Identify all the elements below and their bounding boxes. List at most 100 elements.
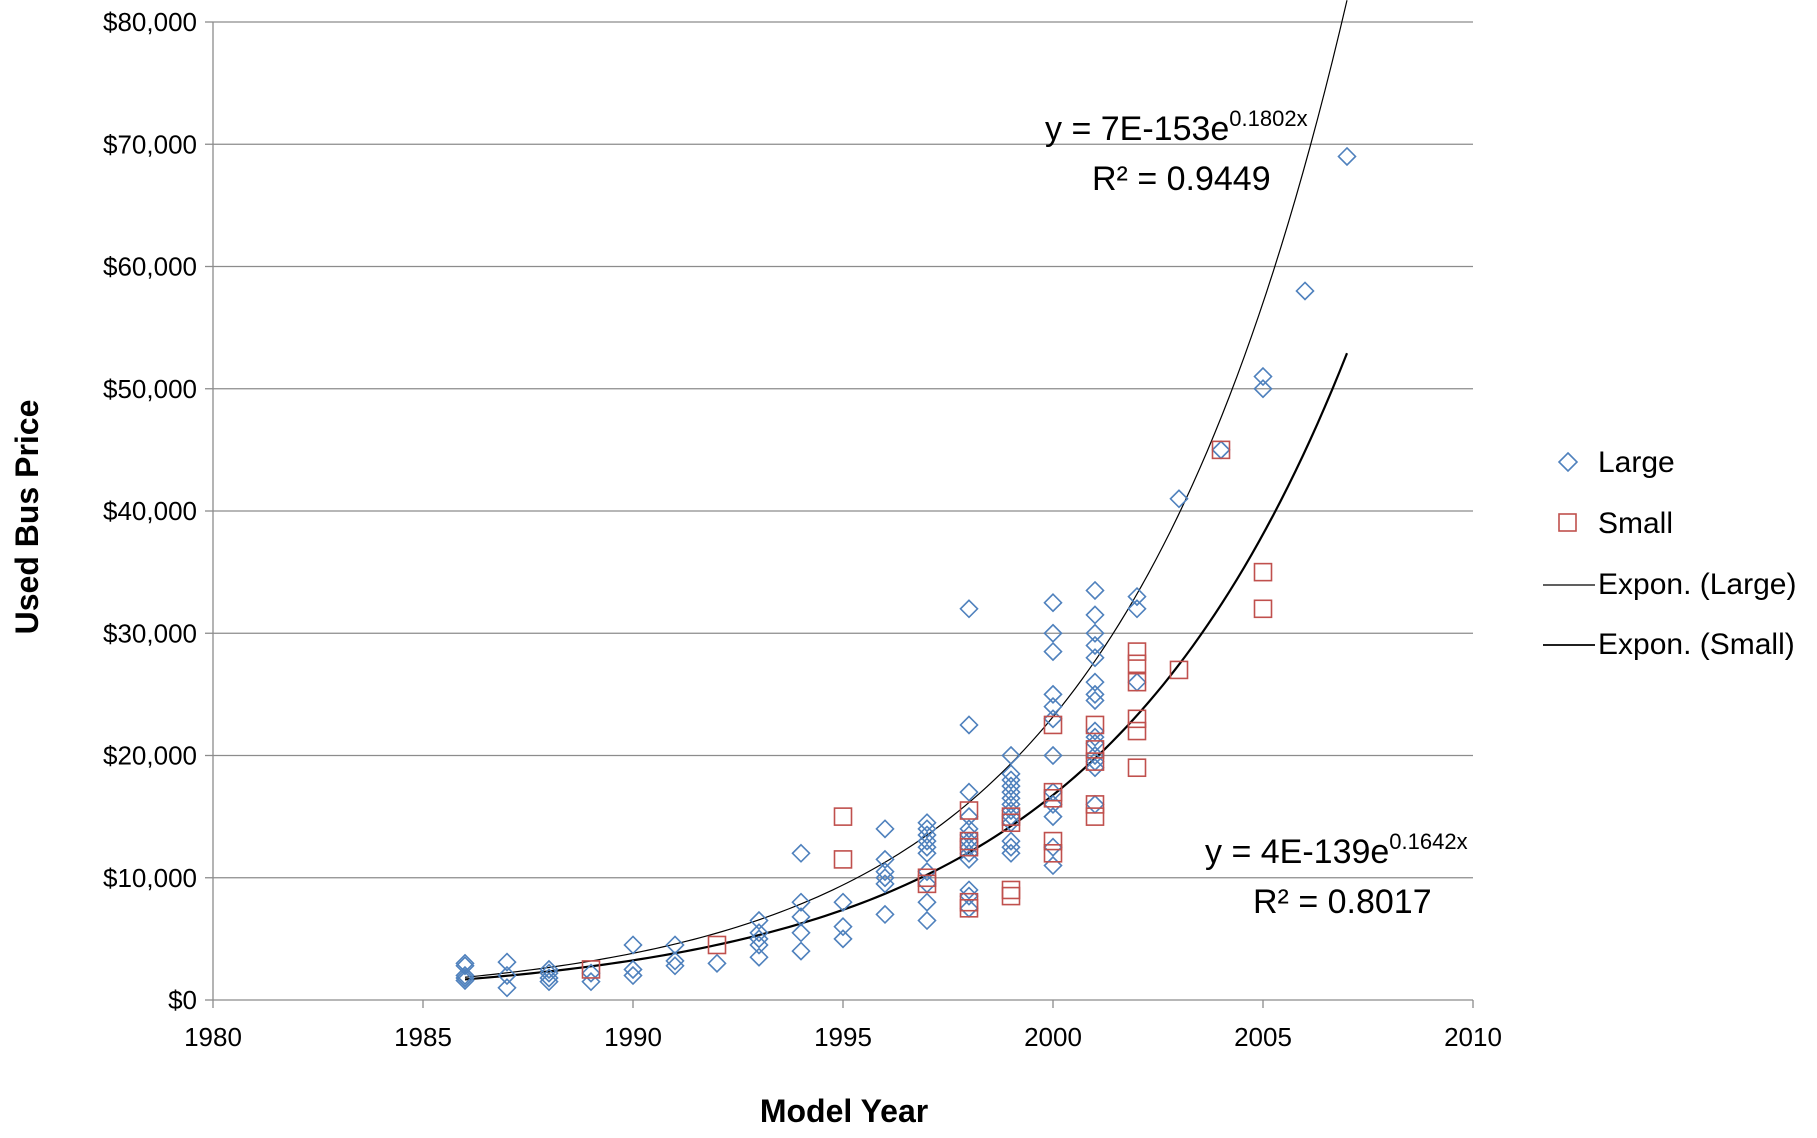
large-data-point: [875, 819, 895, 839]
large-data-point: [1253, 366, 1273, 387]
large-data-point: [1085, 635, 1105, 656]
small-data-point: [1127, 654, 1147, 674]
large-data-point: [1043, 782, 1063, 802]
small-data-point: [1085, 807, 1105, 826]
x-tick-label: 2010: [1444, 1022, 1502, 1052]
large-data-point: [1043, 684, 1063, 705]
large-data-point: [1043, 806, 1063, 827]
large-data-point: [1085, 623, 1105, 643]
large-data-point: [1001, 831, 1021, 851]
small-data-point: [1043, 782, 1063, 802]
large-data-point: [875, 904, 895, 925]
large-data-point: [1001, 800, 1021, 821]
small-data-point: [1127, 672, 1147, 692]
large-trend-equation: y = 7E-153e0.1802x: [1045, 106, 1308, 148]
large-data-point: [497, 952, 517, 972]
legend-small-label: Small: [1598, 507, 1673, 540]
large-data-point: [1211, 440, 1231, 460]
small-trend-equation: y = 4E-139e0.1642x: [1205, 829, 1468, 871]
large-data-point: [959, 782, 979, 802]
small-data-point: [917, 874, 937, 894]
large-data-point: [875, 862, 895, 882]
legend-large-marker: [1557, 451, 1579, 473]
large-data-point: [1001, 843, 1021, 863]
large-data-point: [1043, 794, 1063, 815]
large-data-point: [1001, 770, 1021, 790]
x-tick-label: 2000: [1024, 1022, 1082, 1052]
large-data-point: [791, 923, 811, 943]
large-data-point: [1085, 580, 1105, 601]
large-data-point: [455, 965, 475, 986]
large-data-point: [1001, 764, 1021, 784]
large-data-point: [1085, 690, 1105, 711]
small-data-point: [1043, 843, 1063, 863]
small-data-point: [1253, 599, 1273, 619]
small-trend-equation-exponent: 0.1642x: [1389, 829, 1467, 854]
large-data-point: [665, 951, 685, 971]
large-data-point: [1043, 696, 1063, 717]
large-data-point: [833, 917, 853, 937]
large-data-point: [1253, 379, 1273, 399]
small-data-point: [1127, 758, 1147, 778]
x-tick-label: 1995: [814, 1022, 872, 1052]
y-tick-label: $30,000: [103, 618, 197, 648]
x-tick-label: 1990: [604, 1022, 662, 1052]
large-data-point: [497, 965, 517, 986]
large-data-point: [1001, 776, 1021, 796]
large-data-point: [1085, 794, 1105, 815]
small-data-point: [1001, 813, 1021, 833]
large-data-point: [791, 892, 811, 912]
large-data-point: [1085, 672, 1105, 692]
legend-large-label: Large: [1598, 446, 1675, 479]
small-data-point: [1085, 715, 1105, 735]
legend-expon-large-label: Expon. (Large): [1598, 568, 1796, 601]
large-data-point: [1127, 599, 1147, 619]
large-data-point: [749, 935, 769, 955]
small-data-point: [1253, 562, 1273, 582]
small-trend-r2: R² = 0.8017: [1253, 883, 1432, 921]
large-data-point: [623, 935, 643, 955]
small-data-point: [1043, 831, 1063, 851]
large-data-point: [1085, 721, 1105, 741]
large-data-point: [959, 849, 979, 870]
large-data-point: [917, 831, 937, 851]
large-data-point: [1001, 794, 1021, 815]
y-tick-label: $70,000: [103, 129, 197, 159]
y-tick-label: $50,000: [103, 374, 197, 404]
large-data-point: [917, 837, 937, 857]
small-data-point: [1085, 795, 1105, 814]
y-tick-label: $10,000: [103, 863, 197, 893]
large-trend-r2: R² = 0.9449: [1092, 160, 1271, 198]
large-data-point: [497, 978, 517, 998]
small-data-point: [959, 831, 979, 851]
large-trend-equation-exponent: 0.1802x: [1229, 106, 1307, 131]
large-data-point: [959, 898, 979, 918]
large-data-point: [875, 849, 895, 870]
large-data-point: [539, 963, 559, 983]
small-data-point: [833, 807, 853, 826]
x-axis-title: Model Year: [760, 1093, 928, 1129]
gridlines: [213, 21, 1473, 879]
large-data-point: [665, 956, 685, 976]
large-data-point: [749, 910, 769, 931]
large-data-point: [1337, 146, 1357, 167]
large-data-point: [1043, 855, 1063, 876]
data-points: [455, 146, 1357, 998]
large-data-point: [749, 947, 769, 967]
axes: [205, 21, 1474, 1008]
large-data-point: [959, 880, 979, 900]
y-tick-label: $60,000: [103, 252, 197, 282]
small-data-point: [959, 801, 979, 820]
large-data-point: [539, 972, 559, 992]
large-data-point: [1085, 758, 1105, 778]
x-tick-label: 1985: [394, 1022, 452, 1052]
y-tick-label: $80,000: [103, 7, 197, 37]
legend: Large Small Expon. (Large) Expon. (Small…: [1543, 446, 1796, 661]
small-data-point: [959, 892, 979, 912]
large-data-point: [1001, 745, 1021, 766]
large-data-point: [959, 599, 979, 619]
large-trendline: [464, 0, 1348, 978]
large-data-point: [917, 892, 937, 912]
large-data-point: [791, 941, 811, 961]
